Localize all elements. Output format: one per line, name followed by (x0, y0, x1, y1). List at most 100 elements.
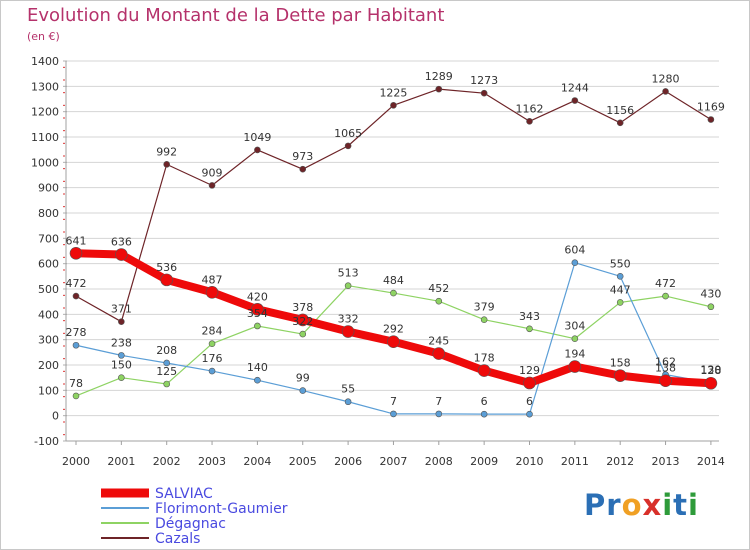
data-point-cazals (254, 146, 261, 154)
data-label-florimont-gaumier: 140 (247, 361, 268, 374)
data-label-d-gagnac: 430 (700, 288, 721, 301)
data-label-salviac: 636 (111, 236, 132, 249)
y-tick-label: 0 (52, 410, 59, 423)
legend-label-d-gagnac: Dégagnac (155, 516, 226, 532)
x-tick-label: 2009 (470, 455, 498, 468)
x-tick-label: 2003 (198, 455, 226, 468)
data-point-d-gagnac (480, 316, 488, 323)
data-point-salviac (704, 376, 718, 390)
y-tick-label: 1200 (31, 106, 59, 119)
data-label-salviac: 245 (428, 335, 449, 348)
data-label-florimont-gaumier: 208 (156, 344, 177, 357)
y-tick-label: 1100 (31, 131, 59, 144)
data-point-salviac (341, 325, 355, 338)
data-point-d-gagnac (208, 340, 216, 348)
x-tick-label: 2010 (516, 455, 544, 468)
data-label-florimont-gaumier: 238 (111, 336, 132, 349)
data-label-florimont-gaumier: 55 (341, 383, 355, 396)
x-tick-label: 2008 (425, 455, 453, 468)
data-point-cazals (390, 102, 397, 109)
data-point-florimont-gaumier (299, 387, 307, 394)
x-tick-label: 2004 (243, 455, 271, 468)
data-point-salviac (568, 360, 582, 373)
data-point-salviac (659, 374, 672, 388)
chart-unit: (en €) (27, 30, 60, 43)
y-tick-label: 600 (38, 258, 59, 271)
data-label-cazals: 371 (111, 303, 132, 316)
data-point-cazals (208, 182, 216, 189)
data-label-salviac: 641 (66, 234, 87, 247)
x-tick-label: 2013 (652, 455, 680, 468)
y-tick-label: 1300 (31, 80, 59, 93)
data-label-cazals: 992 (156, 145, 177, 158)
data-point-cazals (118, 318, 125, 325)
data-label-florimont-gaumier: 99 (296, 372, 310, 385)
data-label-florimont-gaumier: 550 (610, 257, 631, 270)
data-point-salviac (205, 285, 219, 299)
data-label-d-gagnac: 484 (383, 274, 404, 287)
x-tick-label: 2001 (107, 455, 135, 468)
data-point-salviac (432, 347, 446, 360)
x-tick-label: 2007 (379, 455, 407, 468)
logo-letter: t (673, 488, 689, 522)
data-point-salviac (477, 364, 491, 377)
logo-letter: i (662, 488, 674, 522)
data-point-salviac (251, 302, 264, 316)
data-label-florimont-gaumier: 278 (66, 326, 87, 339)
data-point-salviac (523, 376, 536, 390)
data-point-d-gagnac (571, 335, 579, 342)
data-point-d-gagnac (526, 325, 533, 333)
data-point-d-gagnac (344, 282, 352, 290)
data-label-salviac: 292 (383, 323, 404, 336)
data-label-cazals: 1225 (379, 86, 407, 99)
data-label-d-gagnac: 472 (655, 277, 676, 290)
data-point-cazals (163, 161, 170, 168)
data-label-florimont-gaumier: 130 (700, 364, 721, 377)
data-point-cazals (299, 165, 307, 173)
data-point-florimont-gaumier (526, 410, 533, 418)
data-point-florimont-gaumier (163, 359, 170, 367)
data-label-cazals: 1162 (516, 102, 544, 115)
y-tick-label: -100 (34, 435, 59, 448)
logo-letter: o (621, 488, 643, 522)
data-point-d-gagnac (72, 392, 80, 400)
data-point-d-gagnac (163, 380, 170, 388)
data-label-salviac: 138 (655, 362, 676, 375)
y-tick-label: 200 (38, 359, 59, 372)
data-point-florimont-gaumier (390, 410, 397, 418)
data-point-florimont-gaumier (344, 398, 352, 406)
data-label-cazals: 1280 (652, 72, 680, 85)
data-point-cazals (616, 119, 624, 127)
data-point-d-gagnac (662, 292, 669, 300)
data-label-salviac: 178 (474, 352, 495, 365)
data-label-cazals: 1273 (470, 74, 498, 87)
data-label-salviac: 536 (156, 261, 177, 274)
data-point-florimont-gaumier (571, 259, 579, 266)
data-label-d-gagnac: 284 (202, 325, 223, 338)
data-label-salviac: 128 (700, 364, 721, 377)
data-label-cazals: 1049 (243, 131, 271, 144)
data-label-florimont-gaumier: 6 (481, 395, 488, 408)
data-point-d-gagnac (299, 330, 307, 338)
data-point-florimont-gaumier (480, 410, 488, 418)
data-label-d-gagnac: 150 (111, 359, 132, 372)
data-label-cazals: 1169 (697, 101, 725, 114)
x-tick-label: 2006 (334, 455, 362, 468)
data-label-d-gagnac: 322 (292, 315, 313, 328)
y-tick-label: 500 (38, 283, 59, 296)
data-point-florimont-gaumier (72, 341, 80, 349)
data-label-d-gagnac: 452 (428, 282, 449, 295)
data-label-d-gagnac: 513 (338, 267, 359, 280)
logo-letter: x (642, 488, 663, 522)
data-point-salviac (613, 369, 627, 382)
data-label-salviac: 420 (247, 290, 268, 303)
data-point-salviac (296, 313, 310, 327)
data-label-salviac: 378 (292, 301, 313, 314)
data-label-d-gagnac: 304 (564, 320, 585, 333)
x-tick-label: 2002 (153, 455, 181, 468)
data-label-d-gagnac: 354 (247, 307, 268, 320)
data-point-d-gagnac (390, 289, 397, 297)
data-point-cazals (662, 88, 669, 95)
data-label-cazals: 973 (292, 150, 313, 163)
